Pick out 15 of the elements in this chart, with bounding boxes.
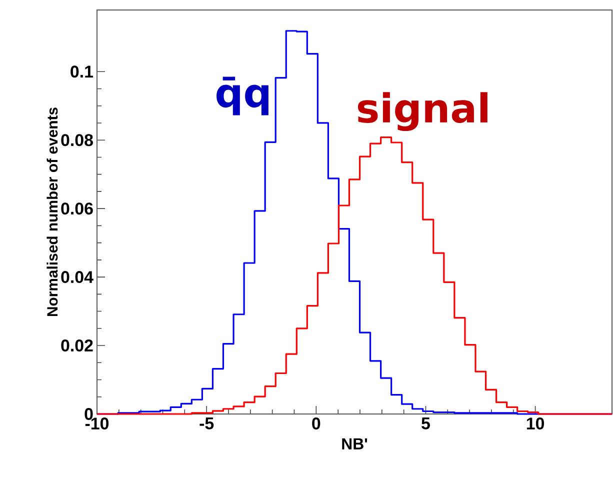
y-tick-label: 0.02	[61, 340, 93, 352]
y-tick-label: 0.06	[61, 202, 93, 215]
x-tick-label: -10	[85, 418, 109, 430]
x-tick-label: -5	[200, 418, 214, 430]
x-axis-title: NB'	[342, 438, 368, 450]
y-tick-label: 0.04	[61, 271, 94, 284]
y-tick-label: 0.1	[70, 66, 94, 78]
x-tick-label: 0	[312, 418, 320, 430]
y-tick-label: 0	[84, 408, 93, 420]
series-label: q̄q	[216, 76, 268, 116]
series-label: signal	[358, 92, 488, 132]
y-axis-title: Normalised number of events	[46, 108, 58, 316]
x-tick-label: 10	[526, 418, 544, 430]
x-tick-label: 5	[422, 418, 430, 430]
y-tick-label: 0.08	[61, 134, 93, 146]
